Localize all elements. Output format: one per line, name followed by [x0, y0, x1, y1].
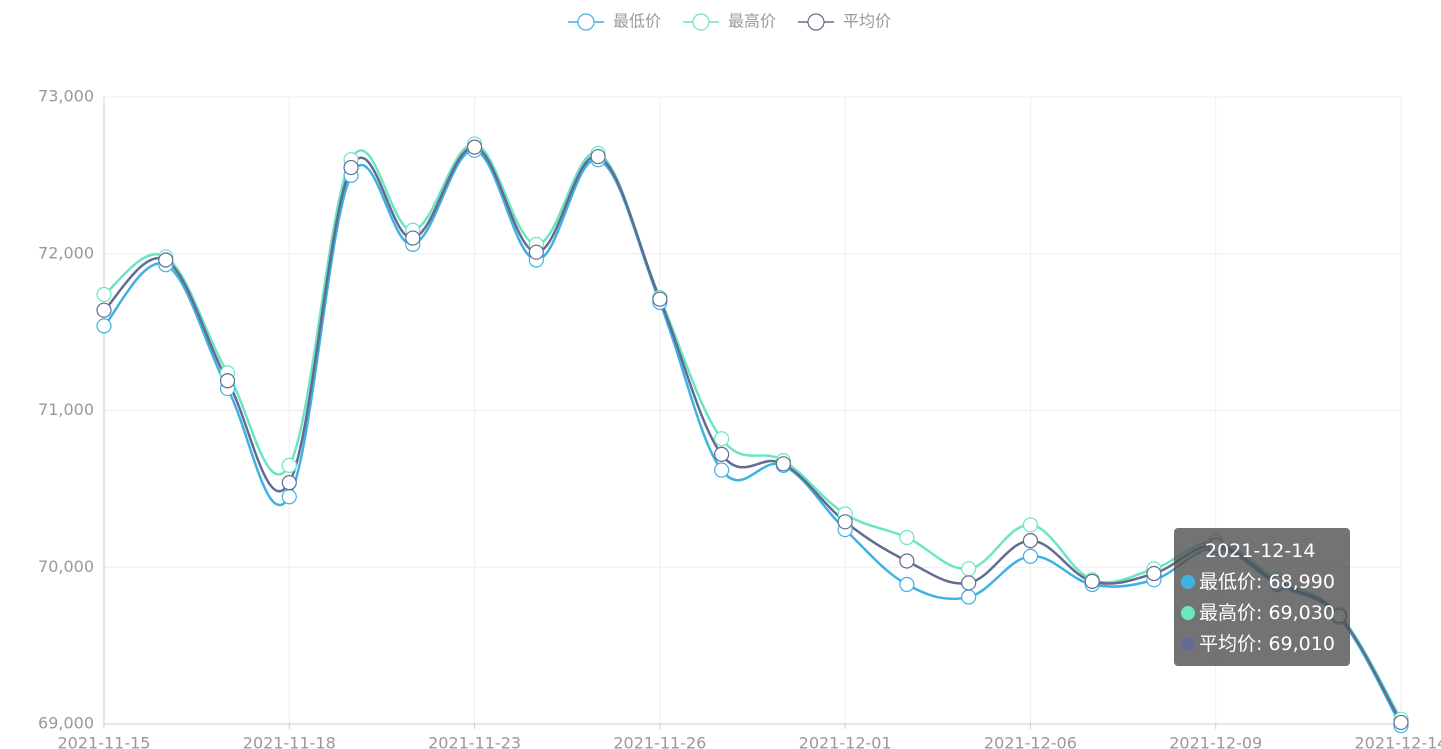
separator: :	[1256, 633, 1269, 655]
x-tick-label: 2021-12-14	[1355, 734, 1441, 749]
data-point	[281, 457, 297, 473]
tooltip-marker	[1181, 575, 1195, 589]
data-point	[590, 148, 606, 165]
data-point	[961, 589, 977, 605]
data-point	[899, 553, 915, 569]
y-tick-label: 69,000	[38, 714, 94, 733]
data-point	[1146, 565, 1162, 582]
tooltip-value: 69,030	[1268, 602, 1335, 624]
data-point	[466, 139, 483, 155]
legend-label: 最高价	[728, 12, 776, 31]
data-point	[281, 489, 297, 505]
x-tick-label: 2021-12-09	[1169, 734, 1262, 749]
data-point	[1393, 714, 1409, 731]
data-point	[281, 475, 297, 491]
data-point	[961, 561, 977, 577]
data-point	[652, 291, 668, 307]
legend-item: 最高价	[683, 12, 776, 31]
tooltip: 2021-12-14 最低价: 68,990 最高价: 69,030 平均价: 69…	[1174, 528, 1350, 666]
legend-marker	[692, 13, 710, 31]
tooltip-marker	[1181, 637, 1195, 651]
separator: :	[1256, 602, 1269, 624]
data-point	[96, 302, 112, 318]
x-tick-label: 2021-11-23	[428, 734, 521, 749]
data-point	[1022, 517, 1039, 533]
data-point	[528, 244, 544, 260]
legend-marker	[807, 13, 825, 31]
data-point	[1022, 548, 1039, 564]
data-point	[405, 230, 421, 246]
y-tick-label: 72,000	[38, 243, 94, 262]
data-point	[96, 286, 112, 303]
data-point	[837, 514, 853, 530]
data-point	[1022, 533, 1039, 549]
data-point	[714, 446, 730, 462]
tooltip-series-name: 平均价	[1199, 633, 1257, 655]
legend-item: 最低价	[568, 12, 661, 31]
y-tick-label: 70,000	[38, 557, 94, 576]
data-point	[219, 373, 236, 389]
legend-label: 最低价	[613, 12, 661, 31]
tooltip-row: 最高价: 69,030	[1181, 598, 1350, 629]
separator: :	[1256, 571, 1269, 593]
data-point	[714, 431, 730, 447]
data-point	[961, 575, 977, 591]
data-point	[899, 529, 915, 546]
tooltip-row: 最低价: 68,990	[1181, 567, 1350, 598]
legend-marker	[577, 13, 595, 31]
data-point	[343, 159, 359, 176]
x-tick-label: 2021-11-18	[243, 734, 336, 749]
legend-label: 平均价	[843, 12, 891, 31]
x-tick-label: 2021-12-06	[984, 734, 1077, 749]
tooltip-value: 68,990	[1268, 571, 1335, 593]
data-point	[899, 576, 915, 593]
data-point	[714, 462, 730, 478]
tooltip-marker	[1181, 606, 1195, 620]
x-tick-label: 2021-11-26	[613, 734, 706, 749]
tooltip-series-name: 最低价	[1199, 571, 1257, 593]
legend-item: 平均价	[798, 12, 891, 31]
data-point	[775, 456, 791, 472]
tooltip-row: 平均价: 69,010	[1181, 629, 1350, 660]
data-point	[158, 252, 174, 268]
y-tick-label: 73,000	[38, 87, 94, 106]
x-tick-label: 2021-12-01	[799, 734, 892, 749]
tooltip-value: 69,010	[1268, 633, 1335, 655]
tooltip-title: 2021-12-14	[1205, 540, 1316, 562]
y-tick-label: 71,000	[38, 400, 94, 419]
x-tick-label: 2021-11-15	[58, 734, 151, 749]
data-point	[96, 318, 112, 334]
tooltip-series-name: 最高价	[1199, 602, 1257, 624]
data-point	[1084, 573, 1100, 589]
